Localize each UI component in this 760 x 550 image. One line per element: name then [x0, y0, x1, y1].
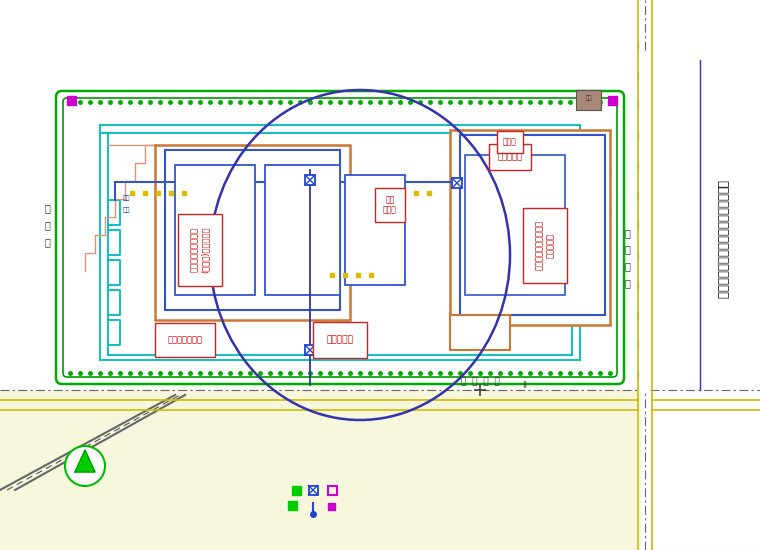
- Text: 综合体育馆（清洁塔）
综合脚手架: 综合体育馆（清洁塔） 综合脚手架: [535, 220, 555, 270]
- Text: 木工机械区: 木工机械区: [498, 152, 523, 162]
- Text: II: II: [523, 381, 527, 390]
- Bar: [305, 175, 315, 185]
- Text: 钢筋堆放区: 钢筋堆放区: [327, 336, 353, 344]
- Text: 海

河

东

路: 海 河 东 路: [624, 228, 630, 288]
- Bar: [460, 135, 605, 315]
- Text: 钢筋
加工区: 钢筋 加工区: [383, 195, 397, 215]
- Bar: [175, 165, 255, 295]
- Bar: [155, 145, 350, 320]
- Bar: [309, 486, 318, 494]
- Polygon shape: [75, 450, 95, 472]
- Text: 临电: 临电: [122, 207, 130, 213]
- Bar: [288, 501, 297, 510]
- Text: 海  河  东  路: 海 河 东 路: [461, 377, 499, 387]
- Bar: [292, 486, 301, 495]
- Bar: [265, 165, 340, 295]
- Bar: [608, 96, 617, 105]
- Bar: [576, 90, 601, 110]
- Bar: [305, 345, 315, 355]
- Circle shape: [65, 446, 105, 486]
- Bar: [450, 130, 610, 325]
- Bar: [165, 150, 340, 310]
- Bar: [345, 175, 405, 285]
- Text: 监控: 监控: [586, 95, 592, 101]
- Text: 临水: 临水: [122, 195, 130, 201]
- Bar: [328, 486, 337, 495]
- Bar: [450, 315, 510, 350]
- Text: 出入口: 出入口: [503, 138, 517, 146]
- Bar: [328, 503, 335, 510]
- Bar: [67, 96, 76, 105]
- Text: 新

校

区: 新 校 区: [44, 203, 50, 247]
- Bar: [465, 155, 565, 295]
- Bar: [452, 178, 462, 188]
- Text: 综合体育馆基础及主体施工平面布置图: 综合体育馆基础及主体施工平面布置图: [715, 180, 729, 300]
- Text: 零星材料堆放区: 零星材料堆放区: [167, 336, 202, 344]
- Text: 综合体育馆基础施工
(地下室)综合脚手架: 综合体育馆基础施工 (地下室)综合脚手架: [190, 227, 210, 273]
